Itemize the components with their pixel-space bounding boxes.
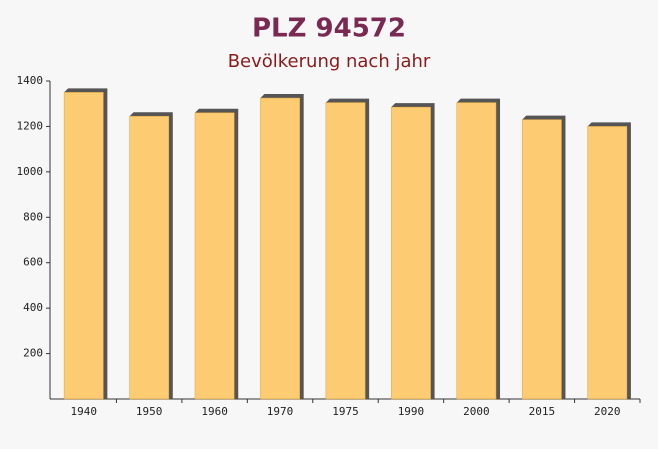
y-tick-label: 600: [23, 256, 43, 269]
x-tick-label: 1975: [332, 405, 359, 418]
x-tick-label: 1960: [201, 405, 228, 418]
bar: [456, 102, 497, 400]
x-tick-label: 2000: [463, 405, 490, 418]
chart-title: PLZ 94572: [252, 14, 406, 44]
bar: [129, 115, 170, 400]
y-tick-label: 400: [23, 301, 43, 314]
bar: [391, 106, 431, 400]
x-tick-label: 1940: [70, 405, 97, 418]
chart-subtitle: Bevölkerung nach jahr: [228, 51, 431, 72]
bar: [63, 92, 104, 400]
bar: [194, 112, 235, 400]
x-tick-label: 1990: [398, 405, 425, 418]
bar: [521, 119, 562, 400]
x-tick-label: 1950: [136, 405, 163, 418]
y-tick-label: 1200: [17, 119, 44, 132]
bar: [260, 97, 300, 400]
x-tick-label: 1970: [267, 405, 294, 418]
y-tick-label: 1400: [17, 74, 44, 87]
y-tick-label: 200: [23, 347, 43, 360]
x-tick-label: 2015: [529, 405, 556, 418]
x-tick-label: 2020: [594, 405, 621, 418]
y-tick-label: 1000: [17, 165, 44, 178]
bar: [325, 102, 366, 400]
y-tick-label: 800: [23, 210, 43, 223]
bar: [587, 126, 628, 400]
